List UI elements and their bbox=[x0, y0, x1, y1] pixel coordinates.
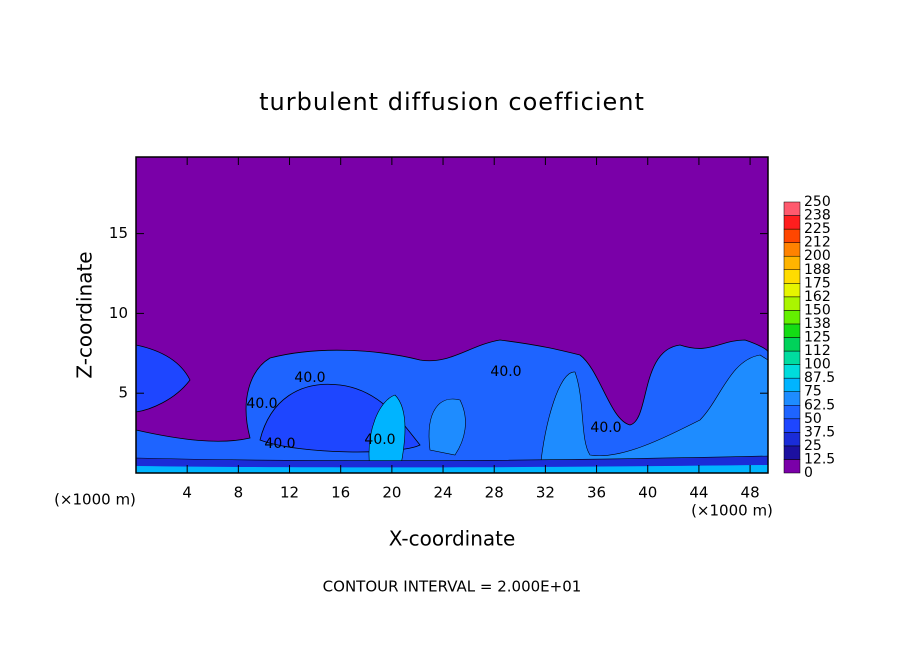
colorbar-swatch bbox=[783, 283, 801, 298]
colorbar-label: 200 bbox=[804, 248, 831, 264]
colorbar-label: 62.5 bbox=[804, 397, 835, 413]
colorbar-swatch bbox=[783, 323, 801, 338]
contour-label: 40.0 bbox=[246, 396, 277, 412]
colorbar-label: 150 bbox=[804, 302, 831, 318]
colorbar-label: 138 bbox=[804, 316, 831, 332]
colorbar-label: 37.5 bbox=[804, 424, 835, 440]
contour-label: 40.0 bbox=[364, 432, 395, 448]
colorbar-swatch bbox=[783, 391, 801, 406]
x-tick-label: 20 bbox=[382, 484, 401, 502]
colorbar-swatch bbox=[783, 310, 801, 325]
colorbar-label: 100 bbox=[804, 357, 831, 373]
contour-label: 40.0 bbox=[294, 370, 325, 386]
colorbar-label: 188 bbox=[804, 262, 831, 278]
x-tick-label: 36 bbox=[587, 484, 606, 502]
colorbar-swatch bbox=[783, 255, 801, 271]
colorbar-label: 225 bbox=[804, 221, 831, 237]
colorbar-label: 12.5 bbox=[804, 451, 835, 467]
colorbar-label: 25 bbox=[804, 438, 822, 454]
x-tick-label: 28 bbox=[485, 484, 504, 502]
footer: CONTOUR INTERVAL = 2.000E+01 bbox=[323, 578, 582, 596]
colorbar-label: 212 bbox=[804, 235, 831, 251]
colorbar-swatch bbox=[783, 296, 801, 311]
colorbar-swatch bbox=[783, 201, 801, 216]
colorbar-swatch bbox=[783, 364, 801, 379]
x-tick-label: 48 bbox=[741, 484, 760, 502]
colorbar-label: 162 bbox=[804, 289, 831, 305]
colorbar-swatch bbox=[783, 242, 801, 257]
colorbar-swatch bbox=[783, 377, 801, 392]
colorbar-swatch bbox=[783, 445, 801, 460]
x-tick-label: 40 bbox=[638, 484, 657, 502]
colorbar-label: 0 bbox=[804, 465, 813, 481]
colorbar-swatch bbox=[783, 418, 801, 433]
x-tick-label: 4 bbox=[182, 484, 192, 502]
colorbar-swatch bbox=[783, 459, 801, 474]
x-tick-label: 8 bbox=[234, 484, 244, 502]
colorbar-label: 238 bbox=[804, 208, 831, 224]
colorbar-label: 112 bbox=[804, 343, 831, 359]
field bbox=[136, 157, 768, 473]
colorbar-swatch bbox=[783, 337, 801, 352]
colorbar-swatch bbox=[783, 228, 801, 243]
x-tick-label: 16 bbox=[331, 484, 350, 502]
colorbar-swatch bbox=[783, 350, 801, 365]
y-tick-label: 5 bbox=[118, 384, 128, 402]
contour-label: 40.0 bbox=[264, 436, 295, 452]
x-tick-label: 12 bbox=[280, 484, 299, 502]
colorbar-label: 50 bbox=[804, 411, 822, 427]
x-tick-label: 44 bbox=[689, 484, 708, 502]
x-unit-label: (×1000 m) bbox=[691, 502, 773, 520]
colorbar-swatch bbox=[783, 215, 801, 230]
colorbar-label: 250 bbox=[804, 194, 831, 210]
colorbar-swatch bbox=[783, 405, 801, 420]
x-unit-label: (×1000 m) bbox=[54, 491, 136, 509]
colorbar-label: 87.5 bbox=[804, 370, 835, 386]
x-tick-label: 32 bbox=[536, 484, 555, 502]
colorbar-label: 125 bbox=[804, 330, 831, 346]
x-axis-label: X-coordinate bbox=[389, 527, 516, 551]
y-axis-label: Z-coordinate bbox=[73, 251, 97, 378]
y-tick-label: 15 bbox=[109, 224, 128, 242]
y-tick-label: 10 bbox=[109, 304, 128, 322]
x-tick-label: 24 bbox=[433, 484, 452, 502]
plot-frame bbox=[135, 156, 769, 474]
colorbar-swatch bbox=[783, 269, 801, 284]
contour-label: 40.0 bbox=[490, 364, 521, 380]
colorbar-swatch bbox=[783, 432, 801, 447]
contour-label: 40.0 bbox=[590, 420, 621, 436]
chart-title: turbulent diffusion coefficient bbox=[259, 88, 645, 116]
colorbar-label: 175 bbox=[804, 275, 831, 291]
colorbar-label: 75 bbox=[804, 384, 822, 400]
